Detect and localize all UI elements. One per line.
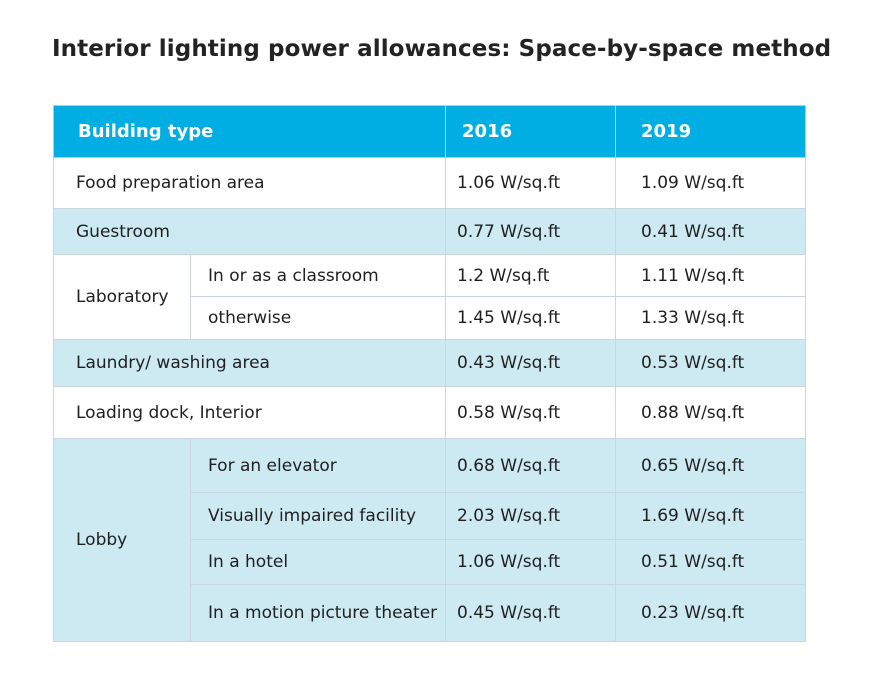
sub-row-name: For an elevator — [189, 438, 447, 493]
group-name: Lobby — [53, 438, 191, 642]
sub-row-name: In a hotel — [189, 539, 447, 585]
value-2016: 1.2 W/sq.ft — [445, 254, 617, 297]
page-title: Interior lighting power allowances: Spac… — [52, 36, 832, 62]
value-2019: 0.23 W/sq.ft — [615, 584, 807, 642]
row-name: Food preparation area — [52, 157, 447, 209]
table-row: Laundry/ washing area 0.43 W/sq.ft 0.53 … — [52, 339, 807, 387]
row-name: Loading dock, Interior — [52, 386, 447, 439]
row-name: Laundry/ washing area — [52, 339, 447, 387]
value-2019: 1.11 W/sq.ft — [615, 254, 807, 297]
value-2019: 1.09 W/sq.ft — [615, 157, 807, 209]
row-name: Guestroom — [52, 208, 447, 255]
value-2019: 1.69 W/sq.ft — [615, 492, 807, 540]
value-2019: 0.41 W/sq.ft — [615, 208, 807, 255]
table-header-row: Building type 2016 2019 — [52, 105, 807, 158]
allowances-table: Building type 2016 2019 Food preparation… — [52, 105, 807, 642]
value-2016: 0.43 W/sq.ft — [445, 339, 617, 387]
value-2016: 0.77 W/sq.ft — [445, 208, 617, 255]
value-2019: 1.33 W/sq.ft — [615, 296, 807, 340]
value-2019: 0.53 W/sq.ft — [615, 339, 807, 387]
value-2016: 1.06 W/sq.ft — [445, 539, 617, 585]
sub-row-name: In a motion picture theater — [189, 584, 447, 642]
value-2016: 1.45 W/sq.ft — [445, 296, 617, 340]
value-2019: 0.51 W/sq.ft — [615, 539, 807, 585]
header-2019: 2019 — [615, 105, 807, 158]
value-2016: 0.68 W/sq.ft — [445, 438, 617, 493]
value-2019: 0.88 W/sq.ft — [615, 386, 807, 439]
table-row: Lobby For an elevator 0.68 W/sq.ft 0.65 … — [53, 438, 807, 642]
table-row: Laboratory In or as a classroom 1.2 W/sq… — [53, 254, 807, 340]
table-row: Food preparation area 1.06 W/sq.ft 1.09 … — [52, 157, 807, 209]
table-row: Loading dock, Interior 0.58 W/sq.ft 0.88… — [52, 386, 807, 439]
group-name: Laboratory — [53, 254, 191, 340]
value-2019: 0.65 W/sq.ft — [615, 438, 807, 493]
table-row: otherwise 1.45 W/sq.ft 1.33 W/sq.ft — [53, 296, 807, 340]
value-2016: 1.06 W/sq.ft — [445, 157, 617, 209]
header-building-type: Building type — [52, 105, 447, 158]
table-row: Guestroom 0.77 W/sq.ft 0.41 W/sq.ft — [52, 208, 807, 255]
sub-row-name: In or as a classroom — [189, 254, 447, 297]
sub-row-name: Visually impaired facility — [189, 492, 447, 540]
value-2016: 2.03 W/sq.ft — [445, 492, 617, 540]
value-2016: 0.45 W/sq.ft — [445, 584, 617, 642]
allowances-table-wrapper: Building type 2016 2019 Food preparation… — [52, 105, 807, 644]
header-2016: 2016 — [445, 105, 617, 158]
sub-row-name: otherwise — [189, 296, 447, 340]
value-2016: 0.58 W/sq.ft — [445, 386, 617, 439]
